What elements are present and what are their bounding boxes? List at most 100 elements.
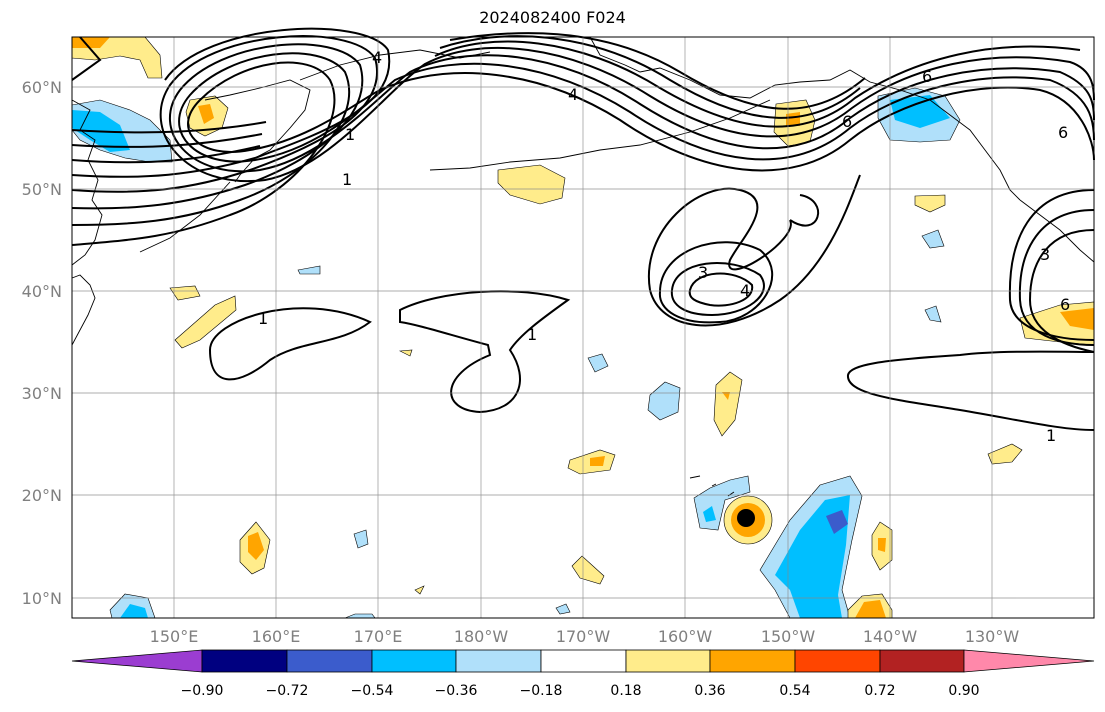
contour-label: 1 [258,309,268,328]
contour-line [71,35,1095,193]
contour-line [71,27,1081,178]
map-title: 2024082400 F024 [479,8,626,27]
blue-blob [120,604,148,618]
colorbar-segment [879,649,965,673]
yellow-blob [169,285,201,301]
contour-label: 1 [342,170,352,189]
japan-coast [71,274,96,346]
contour-line [647,187,792,291]
colorbar-tick: 0.72 [864,683,896,699]
colorbar-extend-left [71,649,203,673]
lat-label: 50°N [21,180,62,199]
contour-line [649,174,861,327]
colorbar-tick: 0.54 [779,683,811,699]
contour-label: 1 [345,125,355,144]
contour-line [208,307,372,381]
colorbar-segment [201,649,288,673]
contour-line [670,262,765,317]
yellow-blob [414,585,425,595]
lat-label: 30°N [21,384,62,403]
colorbar-tick: 0.90 [948,683,980,699]
blue-blob [924,305,942,323]
lat-label: 40°N [21,282,62,301]
contour-label: 6 [922,67,932,86]
lon-label: 180°W [453,627,509,646]
lat-label: 20°N [21,486,62,505]
orange-blob [1060,308,1094,330]
lon-label: 150°E [149,627,199,646]
colorbar [71,649,1095,673]
lon-label: 170°E [353,627,403,646]
contour-line [71,43,1095,210]
aleutians [139,99,771,253]
orange-blob [248,532,264,560]
coastline-layer [71,36,1095,497]
yellow-blob [497,164,566,205]
orange-blob [198,104,214,124]
contour-line [688,272,754,307]
lat-label: 10°N [21,589,62,608]
contour-label: 6 [1060,295,1070,314]
colorbar-segment [540,649,627,673]
kamchatka-coast [204,79,311,183]
contour-layer [71,27,1095,431]
lat-label: 60°N [21,78,62,97]
yellow-blob [174,295,237,349]
colorbar-segment [371,649,457,673]
colorbar-tick: −0.72 [265,683,309,699]
blue-blob [647,381,681,421]
contour-line [399,290,571,414]
contour-label: 4 [568,85,578,104]
orange-blob [722,392,730,400]
contour-line [71,36,102,81]
purple-blob [826,510,848,534]
orange-blob [878,538,886,552]
lon-label: 150°W [760,627,816,646]
contour-label: 6 [842,112,852,131]
colorbar-tick: −0.18 [519,683,563,699]
contour-line [1018,209,1095,346]
blue-blob [921,229,945,249]
contour-label: 1 [527,325,537,344]
orange-blob [855,600,886,618]
orange-blob [590,456,605,466]
orange-blob [786,112,800,126]
colorbar-tick: −0.36 [434,683,478,699]
yellow-blob [713,371,743,437]
contour-line [71,32,866,148]
colorbar-extend-right [963,649,1095,673]
lon-label: 140°W [862,627,918,646]
yellow-blob [987,443,1023,465]
storm-marker [737,509,755,527]
colorbar-tick: 0.18 [610,683,642,699]
blue-blob [703,506,716,522]
lon-label: 160°E [251,627,301,646]
colorbar-segment [794,649,881,673]
contour-label: 4 [740,281,750,300]
blue-blob [587,353,609,373]
colorbar-segment [286,649,373,673]
yellow-blob [398,349,413,357]
bc-coast [1019,199,1095,263]
contour-label: 1 [1046,426,1056,445]
contour-line [71,121,267,134]
lon-label: 160°W [657,627,713,646]
colorbar-tick: −0.90 [180,683,224,699]
contour-label: 3 [1040,245,1050,264]
colorbar-tick: 0.36 [694,683,726,699]
yellow-blob [914,194,946,213]
yellow-blob [571,555,605,585]
blue-blob [297,265,321,275]
contour-line [658,241,774,324]
lon-label: 170°W [555,627,611,646]
lon-label: 130°W [964,627,1020,646]
asia-coast [71,99,103,266]
contour-label: 3 [698,263,708,282]
map-frame [71,36,1095,619]
colorbar-segment [709,649,796,673]
contour-label: 4 [372,48,382,67]
graticule [72,37,1094,618]
contour-line [846,350,1095,431]
colorbar-segment [455,649,542,673]
